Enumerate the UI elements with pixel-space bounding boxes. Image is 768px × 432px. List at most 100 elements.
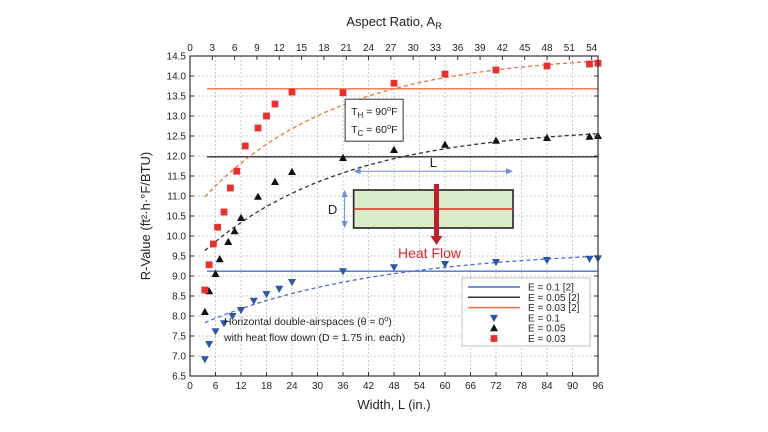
airspace-diagram: L D Heat Flow [328,155,514,261]
y-tick-label-8: 10.5 [167,212,187,223]
top-tick-label-5: 15 [296,43,308,54]
series-0-point-10 [339,268,347,276]
x-tick-label-15: 90 [567,381,579,392]
x-tick-label-1: 6 [213,381,219,392]
top-tick-label-12: 36 [452,43,464,54]
series-1-point-15 [585,132,594,140]
series-2-point-2 [209,240,217,248]
legend-marker-4 [490,324,498,332]
fit-curve-1 [204,133,599,252]
series-0-point-15 [585,255,594,263]
series-0-point-5 [237,307,245,315]
temperature-annotation: TH = 90oF TC = 60oF [344,98,404,142]
series-2-point-5 [226,184,234,192]
cold-temperature-label: TC = 60oF [351,122,397,138]
legend-label-4: E = 0.05 [528,324,566,335]
y-tick-label-4: 8.5 [172,292,186,303]
series-1-point-6 [237,213,245,221]
x-tick-label-8: 48 [388,381,400,392]
y-axis-title: R-Value (ft²·h·°F/BTU) [138,152,153,280]
fit-curve-0 [204,255,599,324]
top-tick-label-6: 18 [318,43,330,54]
series-1-point-0 [200,307,209,315]
x-tick-label-6: 36 [337,381,349,392]
series-0-point-0 [200,356,209,364]
series-2-point-14 [441,70,449,78]
top-tick-label-1: 3 [210,43,216,54]
x-tick-label-13: 78 [516,381,528,392]
hot-temperature-label: TH = 90oF [351,104,397,120]
x-tick-label-7: 42 [363,381,375,392]
top-tick-label-16: 48 [541,43,553,54]
series-1-point-12 [441,140,449,148]
top-tick-label-14: 42 [497,43,509,54]
reference-lines [207,88,598,272]
top-tick-label-2: 6 [232,43,238,54]
top-tick-label-18: 54 [586,43,598,54]
series-1-point-2 [211,269,220,277]
series-2-point-3 [214,223,222,231]
y-tick-label-14: 13.5 [167,92,187,103]
configuration-note: Horizontal double-airspaces (θ = 0o) wit… [223,314,405,344]
y-tick-label-12: 12.5 [167,132,187,143]
series-0-point-2 [211,328,220,336]
heat-flow-arrow-head [430,236,443,245]
top-tick-label-3: 9 [254,43,260,54]
top-tick-label-9: 27 [385,43,397,54]
y-tick-label-16: 14.5 [167,52,187,63]
y-tick-label-13: 13.0 [167,112,187,123]
heat-flow-label: Heat Flow [398,245,462,261]
x-tick-label-14: 84 [541,381,553,392]
legend-items: E = 0.1 [2]E = 0.05 [2]E = 0.03 [2]E = 0… [468,283,580,345]
x-axis-title: Width, L (in.) [357,397,430,412]
series-1-point-5 [230,227,239,235]
top-tick-label-4: 12 [274,43,286,54]
series-1-point-11 [390,145,398,153]
width-dimension-label: L [430,155,437,170]
series-0-point-1 [205,341,214,349]
legend-marker-5 [490,335,498,342]
top-tick-label-15: 45 [519,43,531,54]
x-tick-label-4: 24 [286,381,298,392]
note-line-2: with heat flow down (D = 1.75 in. each) [223,332,405,344]
y-tick-label-10: 11.5 [167,172,186,183]
series-0-point-4 [228,313,237,321]
x-tick-label-10: 60 [439,381,451,392]
legend-label-1: E = 0.05 [2] [528,293,580,304]
series-0-point-9 [288,279,296,287]
top-tick-label-13: 39 [475,43,487,54]
y-tick-label-15: 14.0 [167,72,187,83]
series-2-point-8 [254,124,262,132]
y-tick-label-6: 9.5 [172,252,186,263]
series-2-point-6 [233,167,241,175]
x-tick-label-12: 72 [490,381,502,392]
series-0-point-12 [441,261,449,269]
top-axis-title: Aspect Ratio, AR [346,14,442,31]
series-0-point-7 [262,291,271,299]
series-2-point-16 [543,62,551,70]
heat-flow-arrow-shaft [434,184,439,236]
top-tick-label-10: 30 [408,43,420,54]
series-2-point-17 [586,60,593,68]
fit-curves [204,60,599,324]
note-line-1: Horizontal double-airspaces (θ = 0o) [224,314,392,328]
legend-box [461,277,591,347]
y-tick-label-9: 11.0 [167,192,186,203]
temperature-box [344,98,404,142]
series-2-point-15 [492,66,500,74]
data-markers [200,59,602,364]
series-0-point-8 [275,285,284,293]
series-1-point-3 [215,255,224,263]
top-tick-label-11: 33 [430,43,442,54]
y-tick-label-5: 9.0 [172,272,186,283]
depth-dimension-label: D [328,202,337,217]
top-tick-label-0: 0 [187,43,193,54]
legend: E = 0.1 [2]E = 0.05 [2]E = 0.03 [2]E = 0… [461,277,591,347]
x-tick-label-16: 96 [592,381,604,392]
x-tick-label-3: 18 [261,381,273,392]
y-tick-label-11: 12.0 [167,152,187,163]
y-tick-label-3: 8.0 [172,312,186,323]
legend-label-2: E = 0.03 [2] [528,303,580,314]
y-tick-label-7: 10.0 [167,232,187,243]
series-2-point-4 [220,208,228,216]
